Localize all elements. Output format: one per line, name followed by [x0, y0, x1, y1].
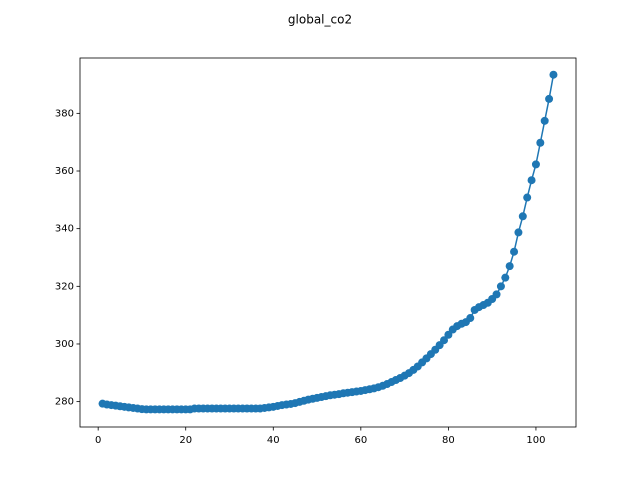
marker [440, 336, 449, 345]
y-tick-label: 320 [55, 281, 74, 292]
x-tick-label: 40 [267, 435, 280, 446]
y-tick-label: 340 [55, 224, 74, 235]
x-tick-label: 60 [354, 435, 367, 446]
y-tick-label: 380 [55, 108, 74, 119]
marker [505, 262, 514, 271]
x-tick-label: 0 [95, 435, 101, 446]
marker [540, 116, 549, 125]
marker [496, 282, 505, 291]
y-tick-label: 360 [55, 166, 74, 177]
plot-frame [79, 57, 577, 428]
marker [545, 94, 554, 103]
marker [501, 273, 510, 282]
marker [492, 290, 501, 299]
x-tick-label: 100 [526, 435, 545, 446]
marker [527, 176, 536, 185]
x-tick-label: 80 [442, 435, 455, 446]
marker [531, 160, 540, 169]
line [102, 74, 555, 411]
marker [466, 314, 475, 323]
y-tick-label: 280 [55, 397, 74, 408]
chart-title: global_co2 [288, 13, 352, 27]
marker [510, 247, 519, 256]
marker [523, 193, 532, 202]
marker [549, 70, 558, 79]
x-tick-label: 20 [179, 435, 192, 446]
y-tick-label: 300 [55, 339, 74, 350]
marker [518, 212, 527, 221]
marker [514, 228, 523, 237]
marker [536, 138, 545, 147]
